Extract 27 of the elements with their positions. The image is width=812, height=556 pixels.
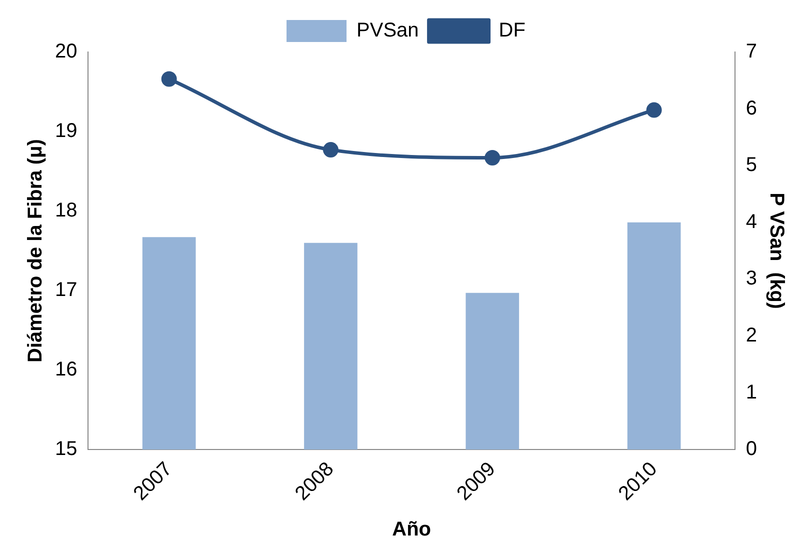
y-tick-label: 17 <box>54 279 78 302</box>
y-tick-label: 15 <box>54 438 78 460</box>
y-tick-label: 20 <box>54 40 78 63</box>
point <box>322 142 338 158</box>
y2-tick-label: 6 <box>746 97 757 120</box>
y-tick-label: 18 <box>54 200 78 222</box>
legend-label: PVSan <box>356 20 419 42</box>
legend-label: DF <box>498 20 526 42</box>
y2-tick-label: 3 <box>746 268 757 290</box>
bar <box>304 242 358 450</box>
y2-tick-label: 5 <box>746 154 757 176</box>
bar <box>466 292 520 450</box>
x-axis-title: Año <box>392 518 432 541</box>
point <box>484 150 500 166</box>
y2-tick-label: 4 <box>746 210 757 233</box>
y2-tick-label: 0 <box>746 438 757 460</box>
y2-axis-title: P VSan (kg) <box>765 192 788 309</box>
y2-tick-label: 2 <box>746 324 757 346</box>
point <box>161 71 177 87</box>
y2-tick-label: 1 <box>746 381 757 404</box>
y2-tick-label: 7 <box>746 40 757 63</box>
y-axis-title: Diámetro de la Fibra (μ) <box>24 139 47 362</box>
y-tick-label: 16 <box>54 358 78 381</box>
bar <box>142 237 196 450</box>
bar <box>627 222 681 450</box>
y-tick-label: 19 <box>54 120 78 142</box>
point <box>646 102 662 118</box>
